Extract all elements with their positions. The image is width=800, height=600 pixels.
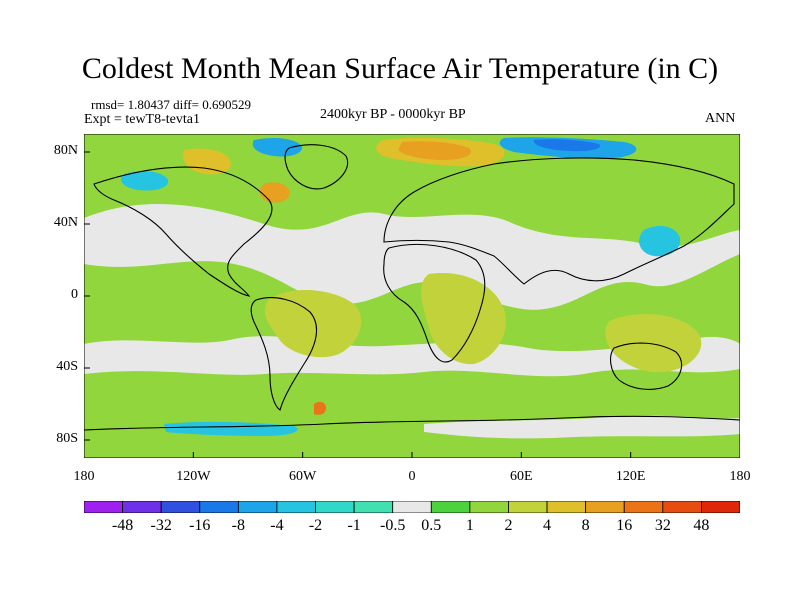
colorbar-label: 4 bbox=[543, 517, 552, 534]
colorbar-box bbox=[662, 501, 702, 513]
colorbar-box bbox=[160, 501, 201, 513]
colorbar-label: -1 bbox=[347, 517, 361, 534]
axis-ticks bbox=[84, 151, 740, 458]
lat-label: 0 bbox=[71, 287, 78, 302]
stats-line: rmsd= 1.80437 diff= 0.690529 bbox=[91, 97, 251, 112]
lat-label: 40S bbox=[56, 359, 78, 374]
coast-eurasia bbox=[383, 157, 735, 285]
colorbar-box bbox=[315, 501, 355, 513]
colorbar-box bbox=[276, 501, 316, 513]
colorbar-box bbox=[353, 501, 394, 513]
colorbar-label: -2 bbox=[308, 517, 323, 534]
coast-australia bbox=[610, 342, 683, 390]
colorbar-label: -32 bbox=[150, 517, 172, 534]
period-label: 2400kyr BP - 0000kyr BP bbox=[320, 107, 466, 122]
colorbar-label: -4 bbox=[270, 517, 284, 534]
anomaly-field bbox=[84, 137, 740, 439]
lat-label: 80S bbox=[56, 431, 78, 446]
colorbar-box bbox=[122, 501, 162, 513]
colorbar-box bbox=[392, 501, 432, 513]
lat-label: 80N bbox=[53, 143, 78, 158]
lon-label: 180 bbox=[729, 469, 751, 484]
colorbar-label: 1 bbox=[465, 517, 474, 534]
lon-label: 120W bbox=[176, 469, 211, 484]
colorbar-box bbox=[585, 501, 625, 513]
colorbar-box bbox=[623, 501, 664, 513]
colorbar-box bbox=[546, 501, 587, 513]
coast-antarctica bbox=[84, 415, 740, 431]
season-label: ANN bbox=[705, 111, 736, 126]
lon-label: 0 bbox=[408, 469, 416, 484]
coast-south-america bbox=[250, 297, 318, 411]
colorbar-label: 48 bbox=[693, 517, 710, 534]
colorbar-label: -0.5 bbox=[380, 517, 406, 534]
lat-label: 40N bbox=[53, 215, 78, 230]
colorbar-label: 0.5 bbox=[421, 517, 442, 534]
coastlines bbox=[84, 144, 740, 431]
colorbar-box bbox=[199, 501, 239, 513]
colorbar-box bbox=[508, 501, 548, 513]
lon-label: 120E bbox=[615, 469, 646, 484]
colorbar-label: 2 bbox=[504, 517, 513, 534]
lon-label: 60E bbox=[510, 469, 533, 484]
coast-africa bbox=[383, 243, 486, 363]
colorbar-label: 16 bbox=[616, 517, 633, 534]
colorbar-box bbox=[469, 501, 509, 513]
colorbar-label: 8 bbox=[581, 517, 590, 534]
colorbar-box bbox=[701, 501, 740, 513]
colorbar-box bbox=[430, 501, 471, 513]
colorbar-label: -8 bbox=[231, 517, 245, 534]
lon-label: 180 bbox=[73, 469, 95, 484]
map-title: Coldest Month Mean Surface Air Temperatu… bbox=[81, 52, 719, 85]
colorbar-label: -48 bbox=[111, 517, 134, 534]
temperature-map bbox=[84, 134, 740, 458]
coast-greenland bbox=[284, 144, 348, 190]
colorbar-label: 32 bbox=[654, 517, 671, 534]
color-legend bbox=[84, 501, 740, 513]
lon-label: 60W bbox=[289, 469, 317, 484]
colorbar-label: -16 bbox=[189, 517, 211, 534]
coast-north-america bbox=[93, 166, 273, 297]
colorbar-box bbox=[237, 501, 278, 513]
colorbar-box bbox=[84, 501, 123, 513]
experiment-line: Expt = tewT8-tevta1 bbox=[84, 112, 200, 127]
map-background bbox=[84, 134, 740, 458]
